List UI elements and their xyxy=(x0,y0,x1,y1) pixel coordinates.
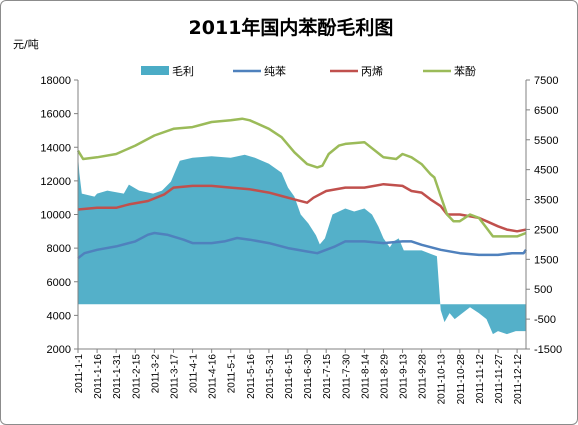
y-right-tick-label: 3500 xyxy=(534,195,558,207)
x-tick-label: 2011-9-13 xyxy=(399,354,410,399)
legend-swatch-0 xyxy=(141,66,169,75)
x-tick-label: 2011-5-16 xyxy=(246,354,257,399)
y-right-tick-label: 500 xyxy=(534,284,552,296)
x-tick-label: 2011-8-14 xyxy=(360,354,371,399)
legend-label-0: 毛利 xyxy=(172,65,194,78)
x-tick-label: 2011-2-15 xyxy=(131,354,142,399)
y-axis-left-label: 元/吨 xyxy=(13,38,39,51)
y-left-tick-label: 8000 xyxy=(47,243,71,255)
x-tick-label: 2011-4-1 xyxy=(189,354,200,394)
x-tick-label: 2011-8-29 xyxy=(379,354,390,399)
series-line-3 xyxy=(76,117,527,238)
x-tick-label: 2011-1-16 xyxy=(93,354,104,399)
y-right-tick-label: -500 xyxy=(534,314,556,326)
x-tick-label: 2011-5-1 xyxy=(227,354,238,394)
x-tick-label: 2011-3-2 xyxy=(150,354,161,394)
x-tick-label: 2011-5-31 xyxy=(265,354,276,399)
y-left-tick-label: 18000 xyxy=(40,75,71,87)
y-right-tick-label: 4500 xyxy=(534,165,558,177)
legend-label-2: 丙烯 xyxy=(361,65,383,78)
x-tick-label: 2011-11-27 xyxy=(494,354,505,404)
y-right-tick-label: 1500 xyxy=(534,254,558,266)
y-left-tick-label: 2000 xyxy=(47,344,71,356)
axes: 2000 4000 6000 8000 10000 12000 14000 16000 1800… xyxy=(40,75,562,404)
y-left-tick-label: 12000 xyxy=(40,176,71,188)
series-line-1 xyxy=(77,231,528,260)
y-right-tick-label: -1500 xyxy=(534,344,562,356)
y-right-tick-label: 2500 xyxy=(534,224,558,236)
y-right-tick-label: 5500 xyxy=(534,135,558,147)
x-tick-label: 2011-10-13 xyxy=(437,354,448,405)
x-tick-label: 2011-11-12 xyxy=(475,354,486,404)
y-right-tick-label: 6500 xyxy=(534,105,558,117)
y-left-tick-label: 4000 xyxy=(47,310,71,322)
y-left-tick-label: 16000 xyxy=(40,109,71,121)
y-left-tick-label: 6000 xyxy=(47,277,71,289)
x-tick-label: 2011-10-28 xyxy=(456,354,467,405)
y-left-tick-label: 14000 xyxy=(40,142,71,154)
x-tick-label: 2011-12-12 xyxy=(513,354,524,405)
x-tick-label: 2011-6-30 xyxy=(303,354,314,399)
x-tick-label: 2011-3-17 xyxy=(169,354,180,399)
legend-label-3: 苯酚 xyxy=(454,64,476,78)
x-tick-label: 2011-1-31 xyxy=(112,354,123,399)
plot-area xyxy=(76,117,528,335)
x-tick-label: 2011-7-30 xyxy=(341,354,352,399)
legend: 毛利 纯苯 丙烯 苯酚 xyxy=(141,64,476,78)
y-right-tick-label: 7500 xyxy=(534,75,558,87)
x-tick-label: 2011-6-15 xyxy=(284,354,295,399)
y-left-tick-label: 10000 xyxy=(40,210,71,222)
x-tick-label: 2011-4-16 xyxy=(208,354,219,399)
x-tick-label: 2011-7-15 xyxy=(322,354,333,399)
x-tick-label: 2011-1-1 xyxy=(74,354,85,394)
chart-title: 2011年国内苯酚毛利图 xyxy=(189,16,394,39)
legend-label-1: 纯苯 xyxy=(264,64,286,78)
x-tick-label: 2011-9-28 xyxy=(418,354,429,399)
series-area-0 xyxy=(78,154,526,335)
